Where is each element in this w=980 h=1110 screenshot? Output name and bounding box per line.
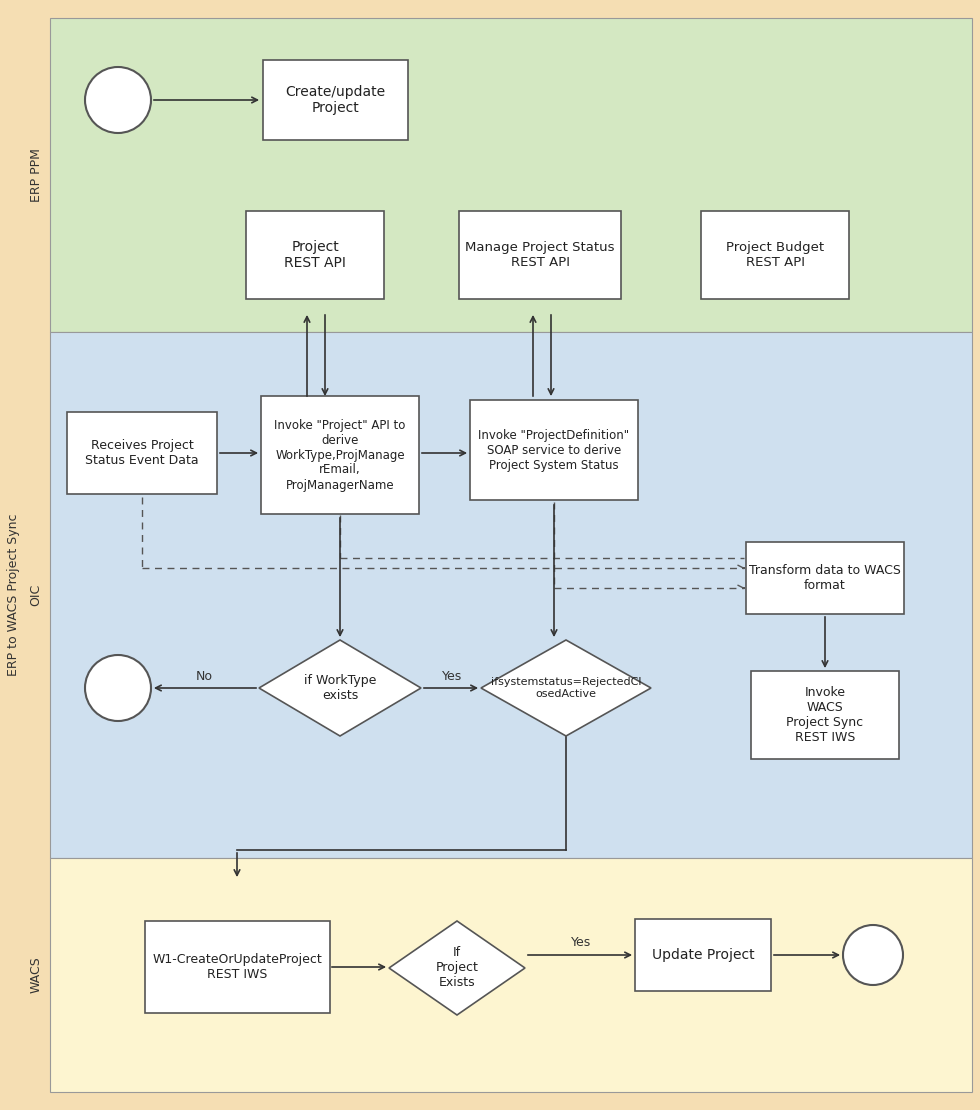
Polygon shape [389, 921, 525, 1015]
Text: ERP PPM: ERP PPM [29, 148, 42, 202]
Bar [246, 211, 384, 299]
Bar [459, 211, 621, 299]
Bar [635, 919, 771, 991]
Text: Transform data to WACS
format: Transform data to WACS format [749, 564, 901, 592]
Bar [751, 672, 899, 759]
Bar [470, 400, 638, 500]
Text: Invoke "ProjectDefinition"
SOAP service to derive
Project System Status: Invoke "ProjectDefinition" SOAP service … [478, 428, 629, 472]
Bar [261, 396, 419, 514]
Text: WACS: WACS [29, 957, 42, 993]
Text: ifsystemstatus=RejectedCl
osedActive: ifsystemstatus=RejectedCl osedActive [491, 677, 641, 699]
Text: Create/update
Project: Create/update Project [285, 84, 385, 115]
Text: Project Budget
REST API: Project Budget REST API [726, 241, 824, 269]
Text: Invoke "Project" API to
derive
WorkType,ProjManage
rEmail,
ProjManagerName: Invoke "Project" API to derive WorkType,… [274, 418, 406, 492]
Text: Manage Project Status
REST API: Manage Project Status REST API [466, 241, 614, 269]
Circle shape [85, 67, 151, 133]
Text: Yes: Yes [442, 669, 463, 683]
Bar [701, 211, 849, 299]
Text: Receives Project
Status Event Data: Receives Project Status Event Data [85, 438, 199, 467]
Bar [144, 921, 329, 1013]
Text: No: No [195, 669, 213, 683]
Bar [67, 412, 217, 494]
Text: If
Project
Exists: If Project Exists [435, 947, 478, 989]
Text: Yes: Yes [571, 937, 591, 949]
Circle shape [843, 925, 903, 985]
Text: Update Project: Update Project [652, 948, 755, 962]
Circle shape [85, 655, 151, 722]
Text: W1-CreateOrUpdateProject
REST IWS: W1-CreateOrUpdateProject REST IWS [152, 953, 321, 981]
Bar [50, 858, 972, 1092]
Bar [50, 332, 972, 858]
Bar [50, 18, 972, 332]
Polygon shape [481, 640, 651, 736]
Bar [746, 542, 904, 614]
Text: ERP to WACS Project Sync: ERP to WACS Project Sync [8, 514, 21, 676]
Polygon shape [259, 640, 421, 736]
Text: Project
REST API: Project REST API [284, 240, 346, 270]
Text: if WorkType
exists: if WorkType exists [304, 674, 376, 702]
Text: Invoke
WACS
Project Sync
REST IWS: Invoke WACS Project Sync REST IWS [786, 686, 863, 744]
Bar [263, 60, 408, 140]
Text: OIC: OIC [29, 584, 42, 606]
